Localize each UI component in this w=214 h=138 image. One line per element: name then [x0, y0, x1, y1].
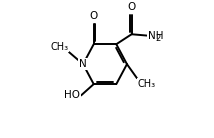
- Text: N: N: [79, 59, 87, 69]
- Text: CH₃: CH₃: [50, 42, 68, 51]
- Text: 2: 2: [155, 34, 160, 43]
- Text: HO: HO: [64, 90, 80, 100]
- Text: CH₃: CH₃: [138, 79, 156, 89]
- Text: O: O: [90, 11, 98, 21]
- Text: NH: NH: [148, 31, 163, 41]
- Text: O: O: [128, 2, 136, 12]
